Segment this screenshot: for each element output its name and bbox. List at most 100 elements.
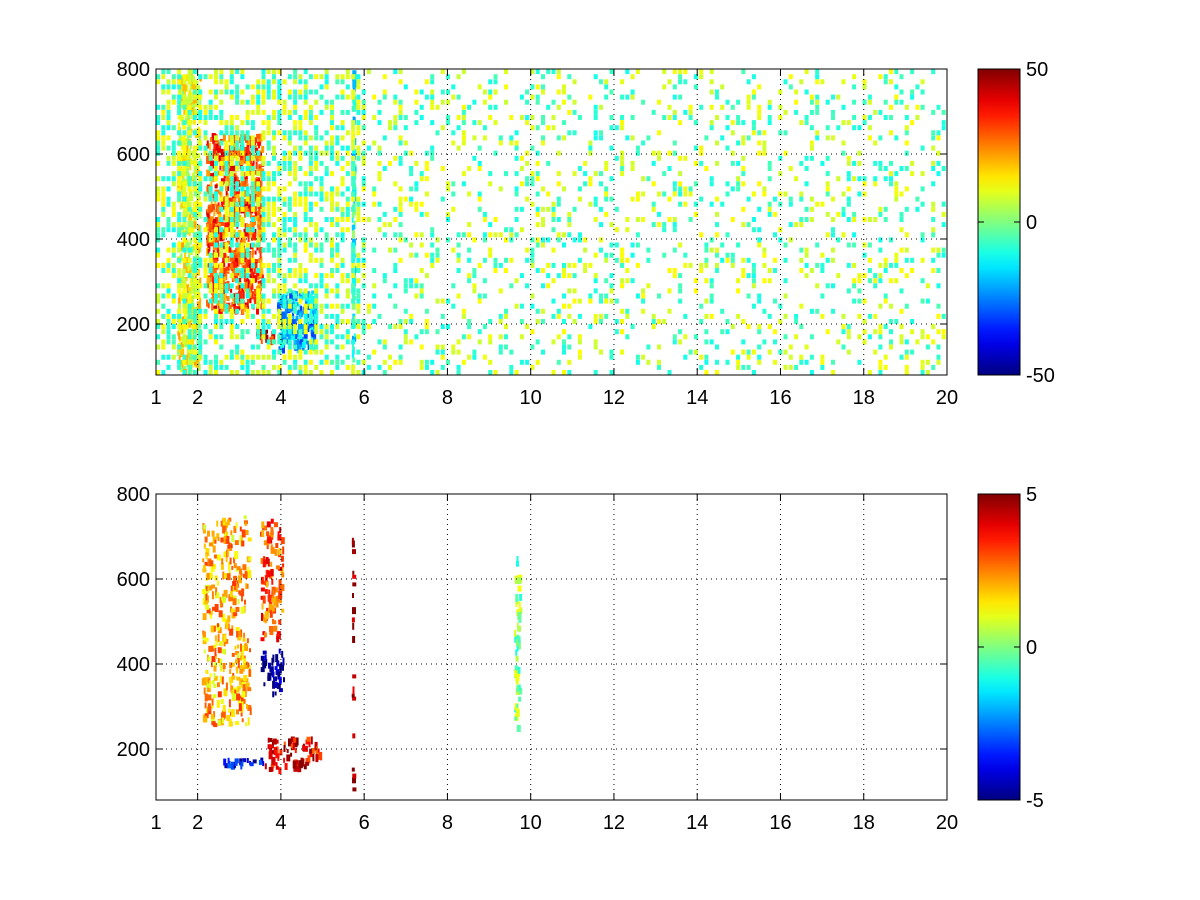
heatmap-cell: [920, 237, 925, 243]
heatmap-cell: [277, 166, 282, 171]
heatmap-cell: [266, 130, 271, 136]
heatmap-cell: [282, 319, 287, 324]
heatmap-cell: [746, 257, 751, 263]
heatmap-cell: [261, 293, 266, 299]
heatmap-cell: [192, 117, 196, 125]
heatmap-cell: [461, 115, 466, 120]
heatmap-cell: [751, 283, 756, 289]
heatmap-cell: [250, 257, 255, 263]
heatmap-cell: [388, 324, 392, 330]
heatmap-cell: [250, 94, 255, 100]
heatmap-cell: [192, 370, 197, 375]
heatmap-cell: [862, 115, 867, 120]
heatmap-cell: [282, 211, 287, 217]
heatmap-cell: [356, 293, 361, 299]
heatmap-cell: [224, 308, 229, 314]
heatmap-cell: [620, 160, 625, 166]
heatmap-cell: [272, 278, 276, 284]
heatmap-cell: [562, 268, 566, 273]
heatmap-cell: [862, 99, 867, 105]
heatmap-cell: [277, 232, 282, 238]
heatmap-cell: [296, 310, 300, 316]
heatmap-cell: [809, 354, 814, 360]
heatmap-cell: [330, 171, 334, 177]
heatmap-cell: [161, 262, 166, 268]
heatmap-cell: [820, 160, 825, 166]
heatmap-cell: [699, 160, 704, 166]
heatmap-cell: [303, 99, 308, 105]
heatmap-cell: [207, 677, 211, 684]
heatmap-cell: [250, 150, 255, 156]
heatmap-cell: [430, 94, 435, 100]
heatmap-cell: [303, 84, 308, 90]
heatmap-cell: [593, 217, 598, 222]
heatmap-cell: [219, 163, 222, 171]
heatmap-cell: [243, 644, 248, 651]
heatmap-cell: [237, 229, 242, 236]
heatmap-cell: [272, 79, 276, 85]
heatmap-cell: [203, 257, 208, 263]
heatmap-cell: [741, 273, 746, 279]
heatmap-cell: [244, 206, 249, 213]
heatmap-cell: [846, 262, 851, 268]
heatmap-cell: [746, 94, 751, 100]
heatmap-cell: [166, 84, 171, 90]
heatmap-cell: [667, 79, 672, 85]
heatmap-cell: [551, 115, 556, 120]
heatmap-cell: [562, 319, 566, 324]
heatmap-cell: [209, 680, 212, 689]
heatmap-cell: [187, 130, 192, 136]
heatmap-cell: [572, 99, 577, 105]
heatmap-cell: [467, 257, 472, 263]
heatmap-cell: [883, 99, 888, 105]
heatmap-cell: [187, 206, 192, 212]
heatmap-cell: [477, 329, 482, 335]
heatmap-cell: [222, 571, 225, 580]
heatmap-cell: [556, 334, 561, 340]
heatmap-cell: [361, 181, 366, 187]
heatmap-cell: [725, 329, 730, 335]
heatmap-cell: [272, 181, 276, 187]
heatmap-cell: [456, 115, 461, 120]
heatmap-cell: [351, 273, 356, 279]
heatmap-cell: [266, 115, 271, 120]
heatmap-cell: [245, 364, 250, 370]
heatmap-cell: [709, 313, 714, 319]
heatmap-cell: [609, 298, 614, 304]
heatmap-cell: [214, 662, 218, 668]
heatmap-cell: [219, 718, 224, 726]
heatmap-cell: [247, 537, 252, 542]
heatmap-cell: [194, 216, 199, 221]
heatmap-cell: [820, 293, 825, 299]
heatmap-cell: [335, 186, 340, 192]
heatmap-cell: [599, 237, 603, 243]
heatmap-cell: [335, 268, 340, 273]
heatmap-cell: [340, 227, 345, 233]
heatmap-cell: [831, 135, 835, 141]
heatmap-cell: [324, 344, 329, 350]
heatmap-cell: [899, 74, 904, 80]
heatmap-cell: [264, 525, 268, 531]
heatmap-cell: [252, 228, 257, 236]
heatmap-cell: [730, 262, 735, 268]
heatmap-cell: [867, 115, 872, 120]
heatmap-cell: [356, 120, 361, 126]
heatmap-cell: [282, 324, 287, 330]
heatmap-cell: [419, 329, 424, 335]
heatmap-cell: [178, 318, 183, 325]
heatmap-cell: [272, 329, 276, 335]
heatmap-cell: [530, 247, 535, 253]
heatmap-cell: [224, 206, 229, 212]
heatmap-cell: [356, 79, 361, 85]
heatmap-cell: [298, 232, 303, 238]
heatmap-cell: [217, 170, 220, 176]
heatmap-cell: [219, 658, 223, 667]
heatmap-cell: [593, 278, 598, 284]
heatmap-cell: [730, 150, 735, 156]
heatmap-cell: [271, 669, 274, 678]
heatmap-cell: [208, 645, 213, 652]
heatmap-cell: [767, 99, 772, 105]
heatmap-cell: [403, 237, 408, 243]
heatmap-cell: [198, 349, 203, 355]
heatmap-cell: [546, 237, 551, 243]
